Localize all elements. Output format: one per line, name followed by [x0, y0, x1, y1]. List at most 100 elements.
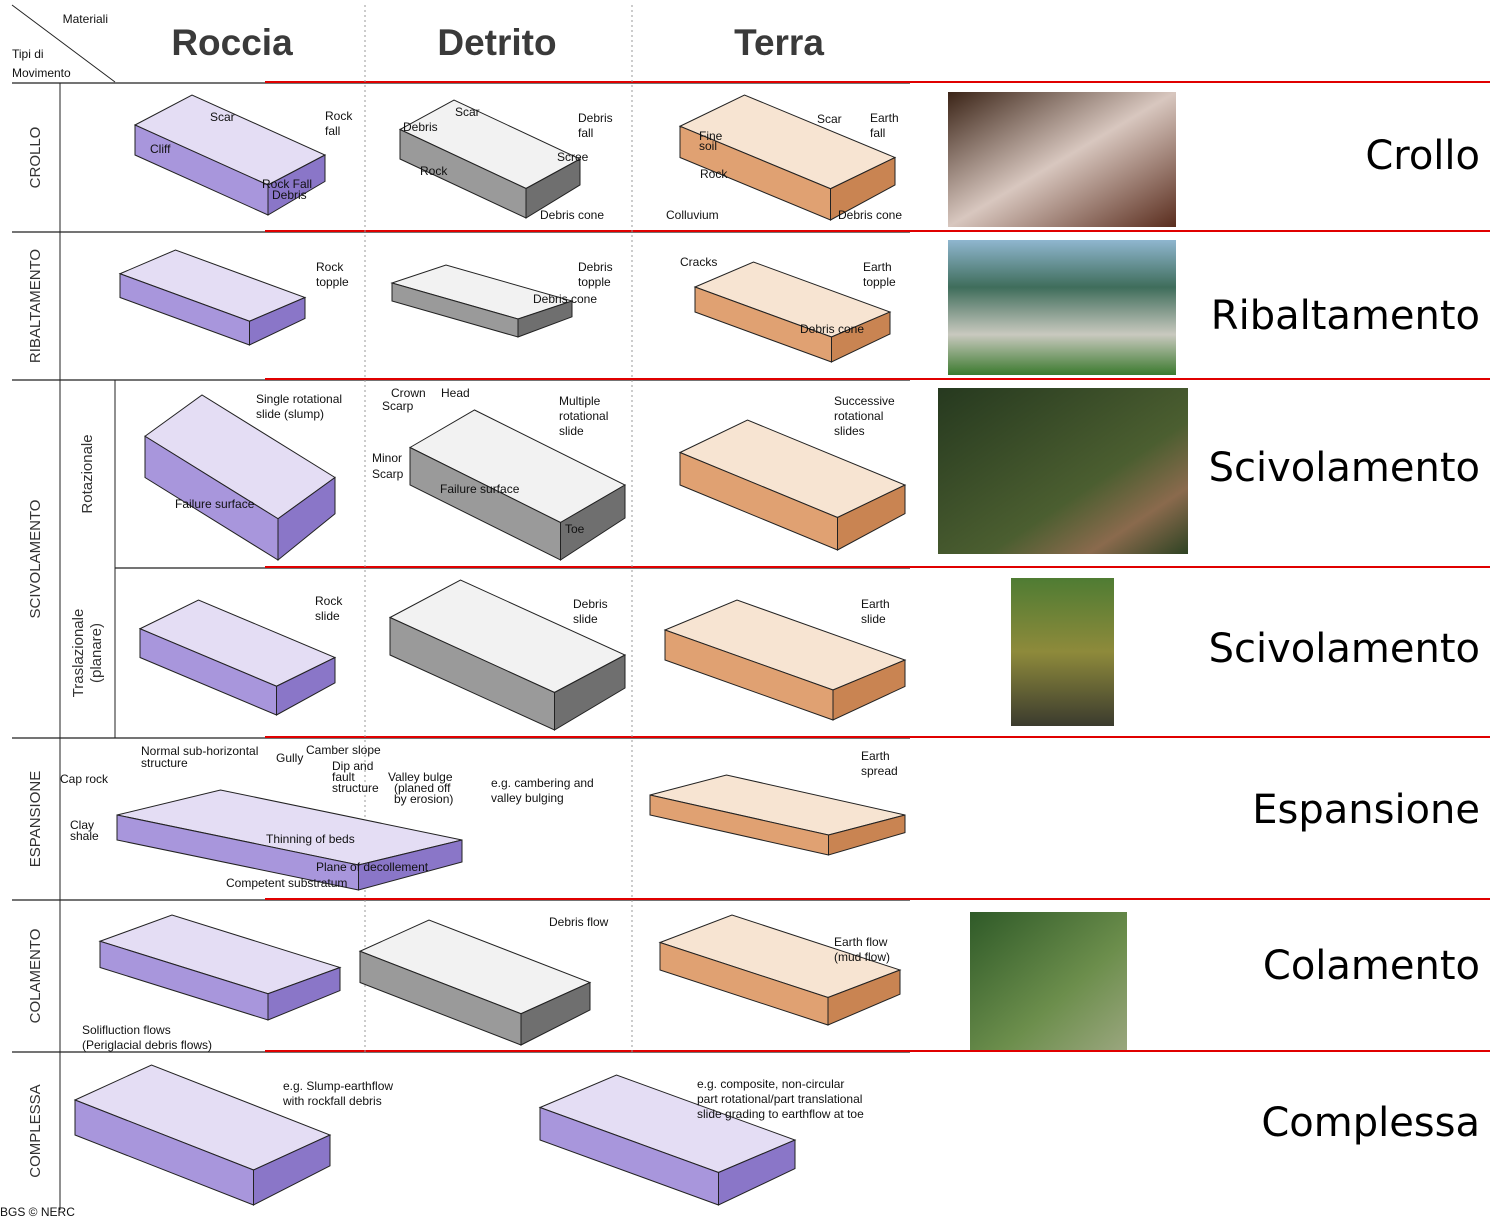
diagram-caption: slides: [834, 424, 865, 438]
type-label: RIBALTAMENTO: [27, 249, 44, 363]
diagram-label: Clay: [70, 818, 94, 832]
corner-top: Materiali: [63, 12, 108, 26]
diagram-caption: Solifluction flows: [82, 1023, 171, 1037]
diagram-side: [249, 296, 306, 346]
diagram-label: Rock: [420, 164, 448, 178]
diagram-label: Normal sub-horizontal: [141, 744, 258, 758]
diagram-side: [718, 1139, 796, 1206]
diagram-caption: Debris flow: [549, 915, 609, 929]
diagram-caption: part rotational/part translational: [697, 1092, 862, 1106]
sub-label: (planare): [88, 623, 105, 683]
diagram-side: [276, 656, 336, 716]
diagram-label: Rock Fall: [262, 177, 312, 191]
type-label: COMPLESSA: [27, 1084, 44, 1177]
diagram-label: Scar: [210, 110, 235, 124]
diagram-label: Scarp: [372, 467, 404, 481]
diagram-side: [831, 311, 891, 363]
column-header: Roccia: [171, 22, 293, 63]
diagram-caption: Rock: [325, 109, 353, 123]
texts: Materiali Tipi di Movimento Roccia Detrito Te…: [0, 12, 1480, 1219]
diagram-label: Camber slope: [306, 743, 381, 757]
diagram-side: [560, 484, 626, 561]
diagram-caption: topple: [316, 275, 349, 289]
column-header: Terra: [734, 22, 824, 63]
diagram-label: Plane of decollement: [316, 860, 429, 874]
diagram-label: Toe: [565, 522, 585, 536]
diagram-label: Valley bulge: [388, 770, 453, 784]
photo-ribaltamento: [948, 240, 1176, 375]
diagram-caption: Rock: [315, 594, 343, 608]
diagram-label: Head: [441, 386, 470, 400]
diagram-side: [832, 659, 906, 721]
row-title: Scivolamento: [1209, 445, 1480, 491]
diagram-caption: Multiple: [559, 394, 601, 408]
diagram-label: Debris: [403, 120, 438, 134]
corner-bottom: Tipi di: [12, 47, 44, 61]
row-title: Colamento: [1263, 943, 1480, 989]
diagrams: [73, 94, 907, 1206]
diagram-label: Scarp: [382, 399, 414, 413]
diagram-caption: (Periglacial debris flows): [82, 1038, 212, 1052]
diagram-caption: e.g. composite, non-circular: [697, 1077, 844, 1091]
diagram-label: Scar: [455, 105, 480, 119]
diagram-label: Rock: [700, 167, 728, 181]
diagram-label: Fine: [699, 129, 723, 143]
diagram-caption: topple: [863, 275, 896, 289]
type-label: COLAMENTO: [27, 929, 44, 1024]
diagram-caption: Earth flow: [834, 935, 888, 949]
diagram-side: [520, 981, 591, 1046]
diagram-label: structure: [141, 756, 188, 770]
diagram-label: Crown: [391, 386, 426, 400]
diagram-caption: valley bulging: [491, 791, 564, 805]
column-header: Detrito: [437, 22, 556, 63]
diagram-label: Cap rock: [60, 772, 109, 786]
diagram-side: [517, 300, 573, 338]
diagram-label: Failure surface: [175, 497, 255, 511]
diagram-side: [358, 839, 463, 891]
diagram-label: Dip and: [332, 759, 373, 773]
diagram-caption: Rock: [316, 260, 344, 274]
diagram-caption: Earth: [863, 260, 892, 274]
diagram-label: shale: [70, 829, 99, 843]
diagram-label: Scar: [817, 112, 842, 126]
photo-traslazionale: [1011, 578, 1114, 726]
diagram-caption: slide (slump): [256, 407, 324, 421]
diagram-caption: slide: [861, 612, 886, 626]
diagram-label: Colluvium: [666, 208, 719, 222]
diagram-label: fault: [332, 770, 355, 784]
diagram-caption: Debris: [578, 260, 613, 274]
row-title: Espansione: [1252, 787, 1480, 833]
diagram-label: Debris cone: [533, 292, 597, 306]
credit: BGS © NERC: [0, 1205, 75, 1219]
diagram-caption: e.g. Slump-earthflow: [283, 1079, 393, 1093]
diagram-caption: rotational: [559, 409, 608, 423]
diagram-label: Minor: [372, 451, 402, 465]
corner-bottom: Movimento: [12, 66, 71, 80]
diagram-label: Gully: [276, 751, 303, 765]
row-title: Complessa: [1261, 1100, 1480, 1146]
diagram-label: Cliff: [150, 142, 171, 156]
diagram-label: Failure surface: [440, 482, 520, 496]
diagram-label: by erosion): [394, 792, 453, 806]
diagram-side: [827, 969, 901, 1026]
photo-crollo: [948, 92, 1176, 227]
diagram-side: [277, 476, 336, 562]
diagram-side: [267, 966, 341, 1021]
diagram-label: structure: [332, 781, 379, 795]
row-title: Crollo: [1365, 133, 1480, 179]
corner-diagonal: [11, 4, 116, 83]
diagram-caption: spread: [861, 764, 898, 778]
diagram-caption: with rockfall debris: [282, 1094, 382, 1108]
diagram-label: Thinning of beds: [266, 832, 355, 846]
sub-label: Traslazionale: [70, 609, 87, 698]
diagram-caption: fall: [325, 124, 340, 138]
grid: [11, 4, 1490, 1210]
diagram-caption: Earth: [861, 749, 890, 763]
diagram-caption: slide: [573, 612, 598, 626]
type-label: ESPANSIONE: [27, 771, 44, 867]
sub-label: Rotazionale: [79, 434, 96, 513]
diagram-side: [828, 814, 906, 856]
diagram-caption: Debris: [573, 597, 608, 611]
diagram-side: [253, 1134, 331, 1206]
